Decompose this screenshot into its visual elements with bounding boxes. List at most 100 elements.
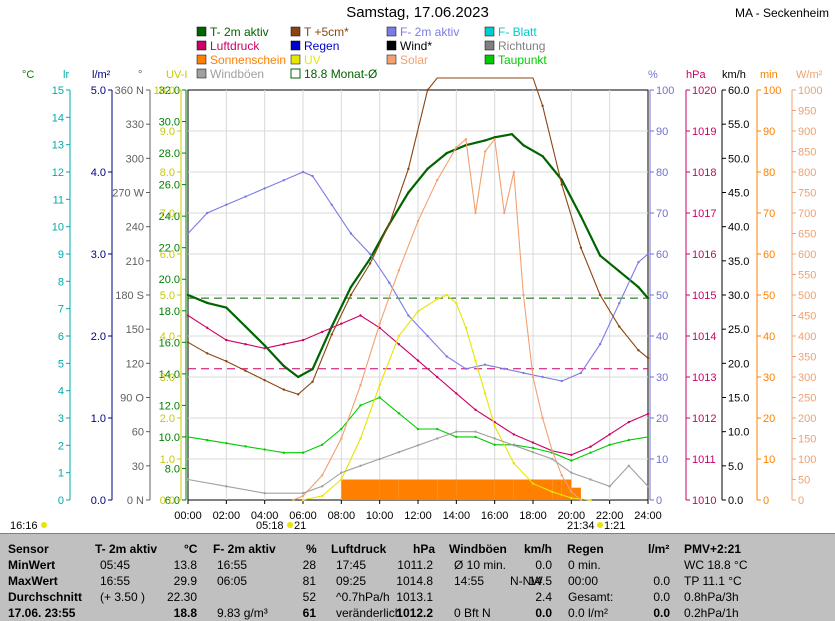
right-tick-label: 1014: [692, 331, 716, 343]
data-point: [589, 498, 592, 502]
data-point: [205, 301, 209, 305]
right-tick-label: 35.0: [728, 256, 749, 268]
data-point: [445, 151, 448, 155]
right-tick-label: 55.0: [728, 119, 749, 131]
data-point: [397, 343, 401, 346]
data-point: [579, 498, 583, 502]
data-point: [435, 437, 439, 440]
legend-swatch: [386, 40, 397, 51]
data-point: [340, 437, 343, 440]
left-tick-label: 330: [126, 119, 144, 131]
data-point: [359, 404, 362, 407]
data-point: [493, 437, 496, 440]
right-tick-label: 800: [798, 167, 816, 179]
x-tick-label: 04:00: [251, 510, 279, 522]
left-tick-label: 2: [58, 440, 64, 452]
right-tick-label: 70: [763, 208, 775, 220]
data-point: [297, 393, 300, 396]
data-point: [263, 448, 266, 451]
legend-label: F- Blatt: [498, 25, 537, 39]
data-point: [225, 360, 228, 363]
left-tick-label: 30.0: [159, 117, 180, 129]
left-tick-label: 270 W: [112, 188, 144, 200]
header-humidity-unit: %: [306, 542, 317, 556]
data-point: [205, 211, 209, 215]
data-point: [186, 435, 190, 439]
data-point: [503, 211, 506, 215]
table-cell: 1011.2: [397, 558, 433, 572]
data-point: [579, 246, 583, 249]
legend-label: T- 2m aktiv: [210, 25, 269, 39]
sun-marker: [287, 522, 293, 528]
table-cell: (+ 3.50 ): [100, 590, 146, 604]
data-point: [598, 343, 602, 346]
right-tick-label: 1020: [692, 85, 716, 97]
data-point: [570, 471, 573, 474]
left-tick-label: 300: [126, 153, 144, 165]
table-cell: 16:55: [100, 574, 131, 588]
left-tick-label: 150: [126, 324, 144, 336]
legend-label: Richtung: [498, 39, 545, 53]
left-tick-label: 9.0: [160, 126, 175, 138]
data-point: [186, 293, 190, 297]
data-point: [244, 325, 247, 328]
right-tick-label: 30: [656, 372, 668, 384]
data-point: [474, 211, 477, 215]
data-point: [368, 262, 372, 265]
data-point: [637, 348, 640, 352]
left-axis-unit: lr: [63, 69, 69, 81]
data-point: [205, 326, 209, 329]
table-cell: 1012.2: [396, 606, 433, 620]
left-tick-label: 4: [58, 386, 64, 398]
left-tick-label: 28.0: [159, 148, 180, 160]
data-point: [503, 367, 506, 370]
data-point: [397, 269, 401, 272]
data-point: [407, 314, 410, 317]
data-point: [493, 136, 496, 139]
legend-label: Windböen: [210, 67, 264, 81]
table-cell: 0.0: [535, 606, 552, 620]
right-tick-label: 90: [656, 126, 668, 138]
table-cell: Gesamt:: [568, 590, 614, 604]
data-point: [263, 347, 266, 350]
left-tick-label: 12: [52, 167, 64, 179]
left-axis-unit: l/m²: [92, 69, 111, 81]
table-cell: TP 11.1 °C: [684, 574, 742, 588]
legend-label: T +5cm*: [304, 25, 349, 39]
sunshine-bar: [398, 479, 418, 500]
right-tick-label: 100: [763, 85, 781, 97]
data-point: [320, 330, 324, 334]
data-point: [397, 412, 401, 415]
data-point: [445, 293, 448, 297]
x-tick-label: 20:00: [558, 510, 586, 522]
data-point: [340, 427, 343, 431]
legend-swatch: [196, 68, 207, 79]
right-tick-label: 550: [798, 270, 816, 282]
data-point: [493, 443, 496, 447]
left-tick-label: 6.0: [160, 249, 175, 261]
legend-label: F- 2m aktiv: [400, 25, 459, 39]
data-point: [646, 412, 650, 416]
sunshine-bar: [379, 479, 399, 500]
data-point: [579, 214, 583, 218]
data-point: [388, 281, 391, 284]
data-point: [349, 285, 353, 289]
right-tick-label: 25.0: [728, 324, 749, 336]
data-point: [282, 179, 286, 182]
sunset-span-label: 1:21: [604, 520, 625, 532]
left-axis-unit: °C: [22, 69, 34, 81]
data-point: [560, 474, 563, 477]
data-point: [359, 314, 362, 317]
data-point: [416, 220, 420, 223]
data-point: [311, 367, 314, 371]
right-tick-label: 500: [798, 290, 816, 302]
right-tick-label: 20.0: [728, 358, 749, 370]
left-tick-label: 360 N: [115, 85, 144, 97]
data-point: [359, 464, 362, 468]
left-tick-label: 180 S: [115, 290, 144, 302]
x-tick-label: 24:00: [634, 510, 662, 522]
table-cell: 0.8hPa/3h: [684, 590, 739, 604]
right-tick-label: 40: [763, 331, 775, 343]
header-temp: T- 2m aktiv: [95, 542, 158, 556]
right-tick-label: 850: [798, 147, 816, 159]
